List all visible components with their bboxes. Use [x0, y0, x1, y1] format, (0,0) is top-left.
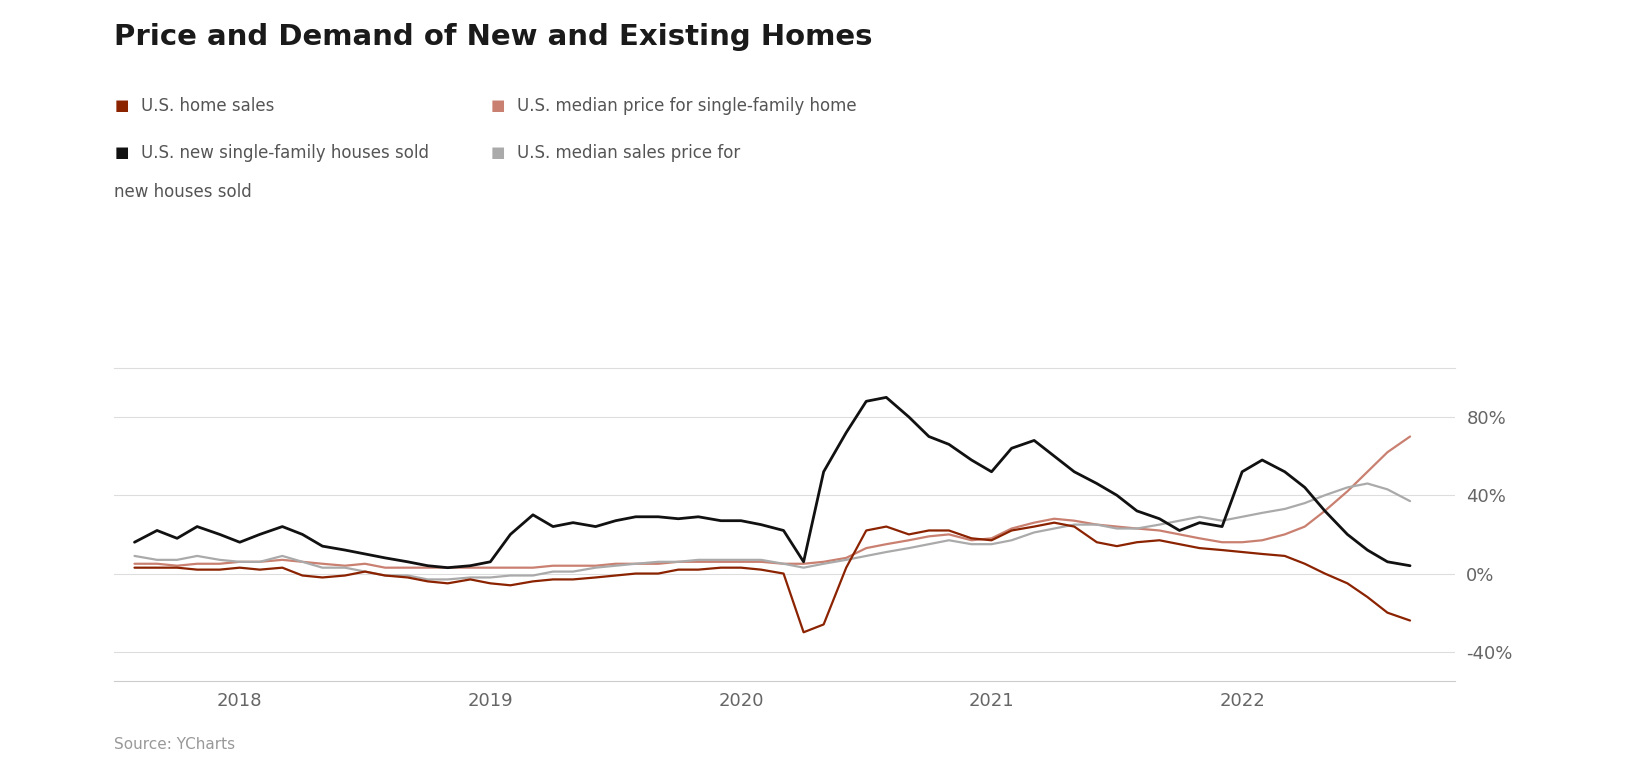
- Text: U.S. median sales price for: U.S. median sales price for: [517, 144, 741, 161]
- Text: ■: ■: [490, 98, 505, 114]
- Text: ■: ■: [490, 145, 505, 161]
- Text: new houses sold: new houses sold: [114, 183, 252, 200]
- Text: U.S. median price for single-family home: U.S. median price for single-family home: [517, 97, 857, 114]
- Text: U.S. home sales: U.S. home sales: [141, 97, 275, 114]
- Text: Source: YCharts: Source: YCharts: [114, 737, 235, 752]
- Text: ■: ■: [114, 98, 129, 114]
- Text: U.S. new single-family houses sold: U.S. new single-family houses sold: [141, 144, 428, 161]
- Text: Price and Demand of New and Existing Homes: Price and Demand of New and Existing Hom…: [114, 23, 873, 52]
- Text: ■: ■: [114, 145, 129, 161]
